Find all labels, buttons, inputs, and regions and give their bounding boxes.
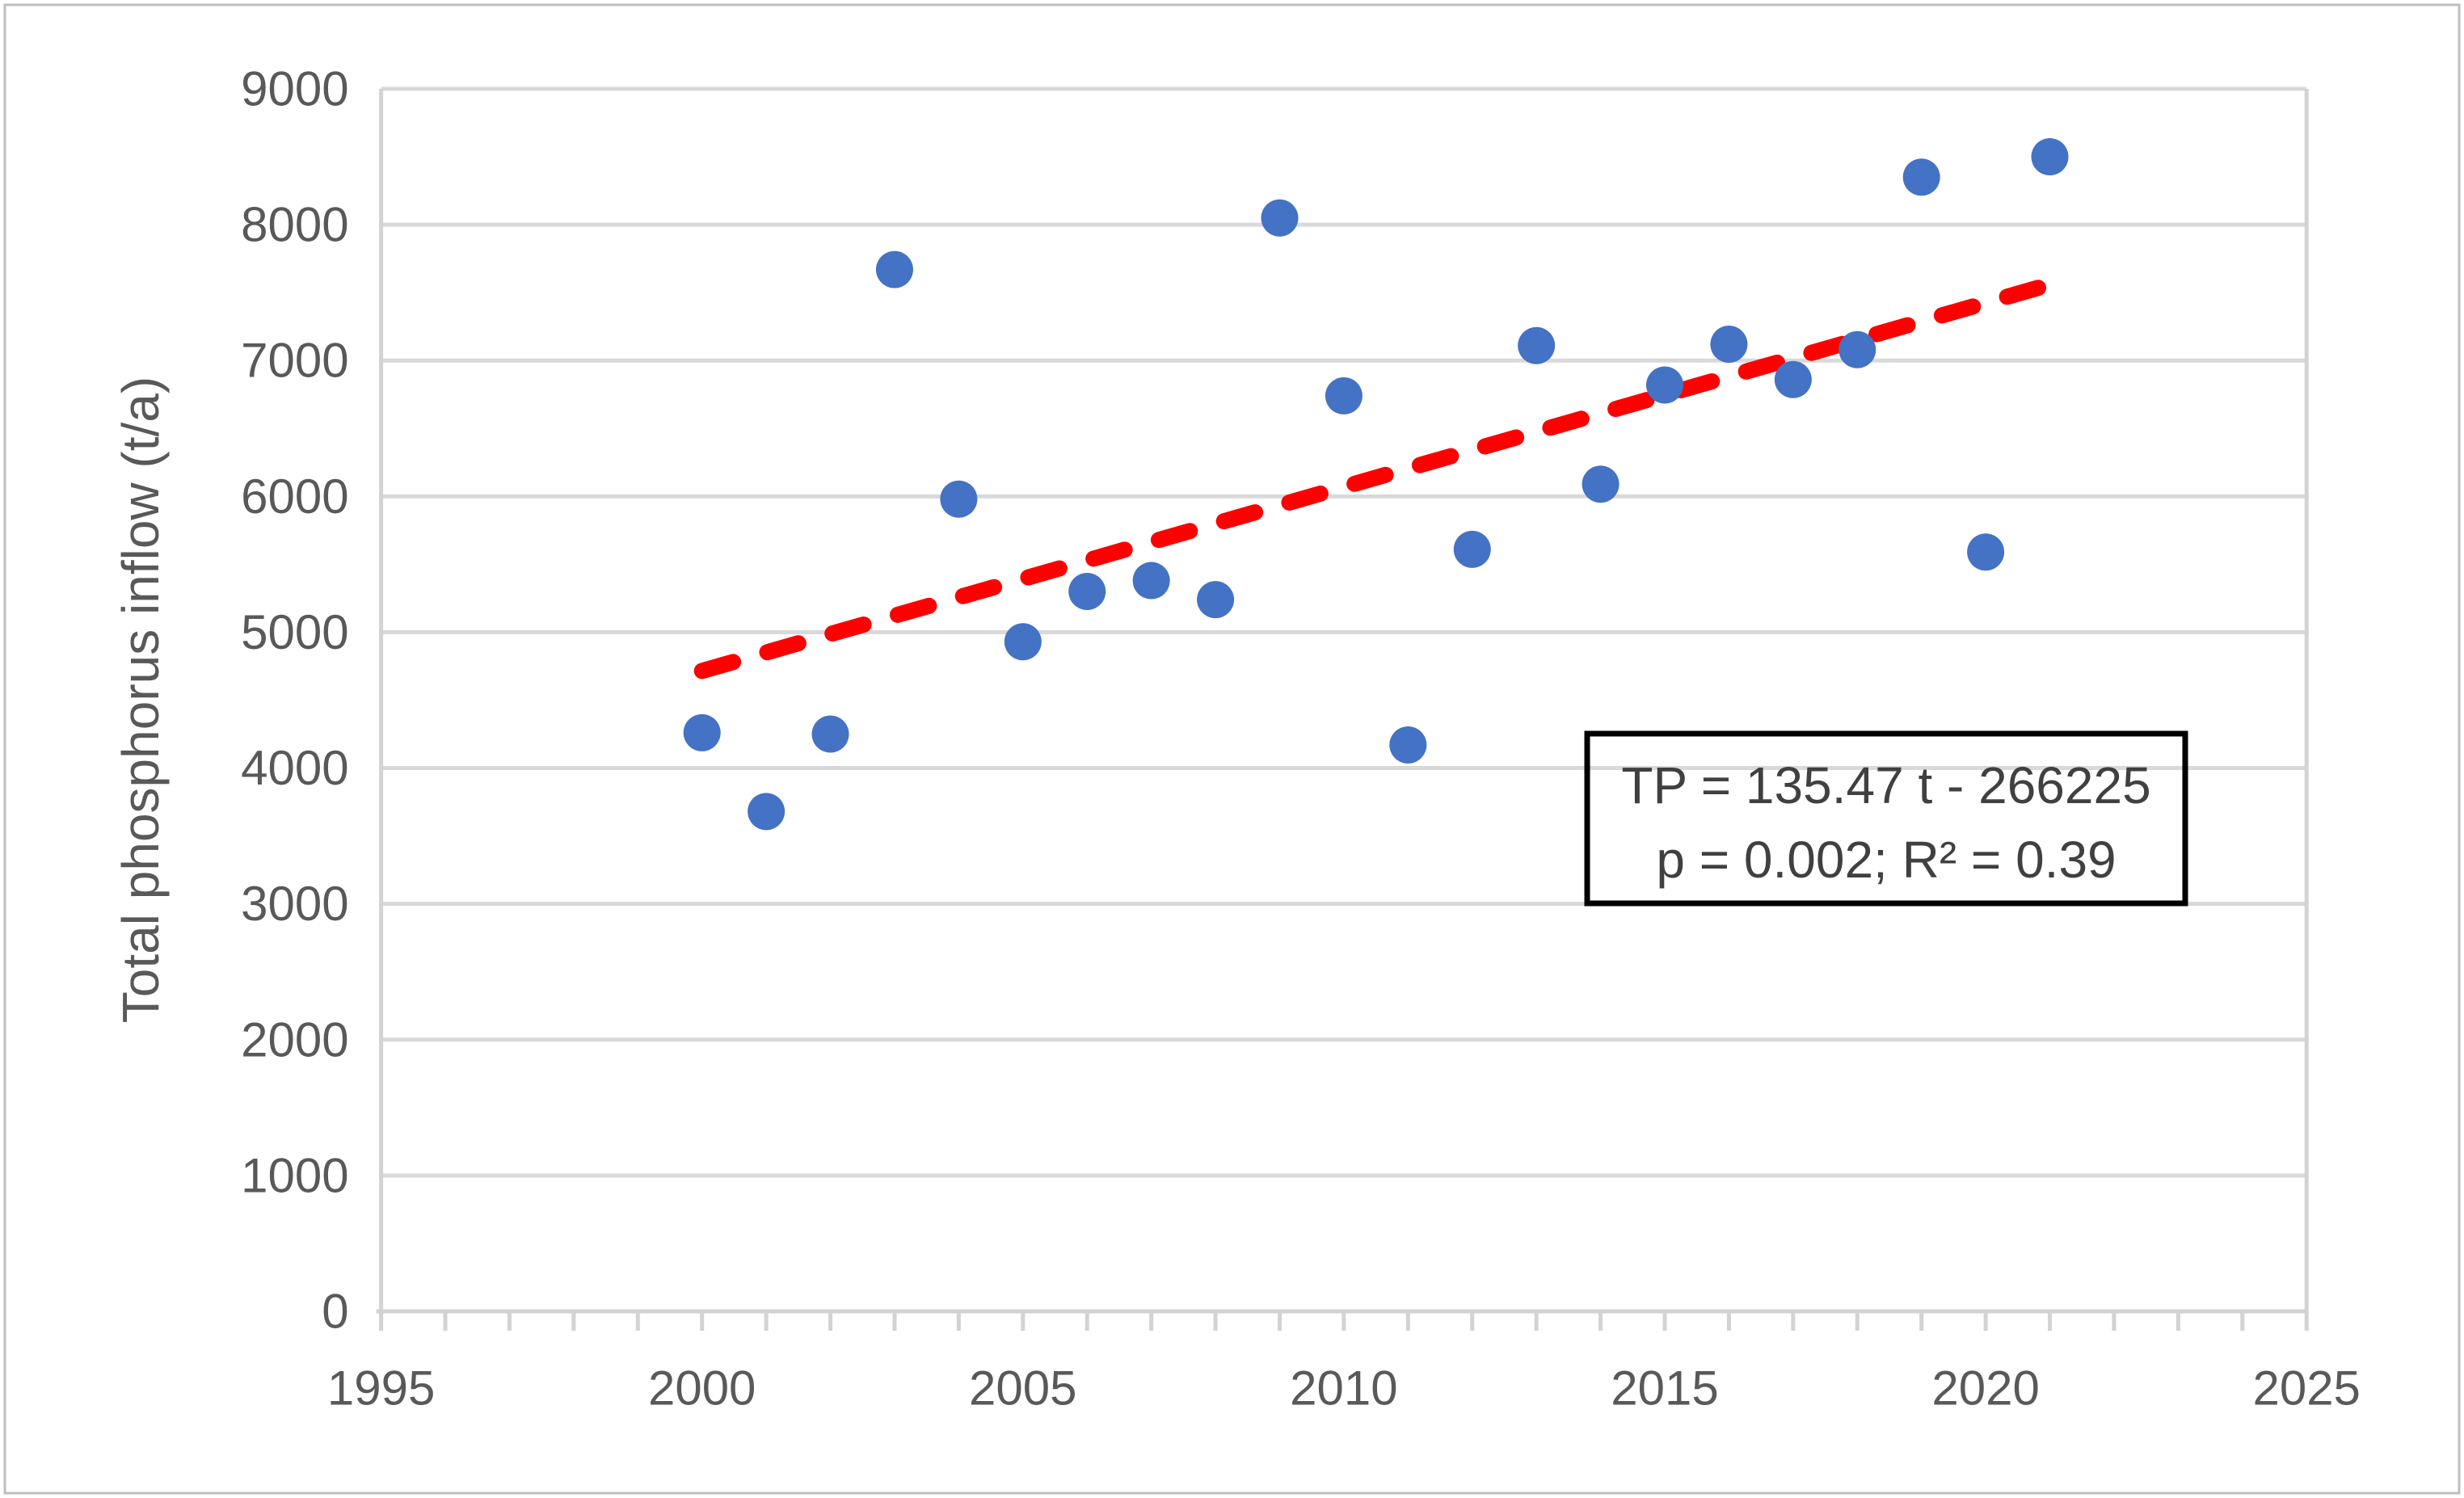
y-tick-label-2000: 2000: [241, 1012, 348, 1067]
data-point-2015: [1646, 366, 1683, 404]
x-tick-label-2015: 2015: [1611, 1361, 1718, 1416]
y-tick-label-4000: 4000: [241, 741, 348, 795]
data-point-2008: [1197, 581, 1235, 619]
data-point-2014: [1582, 465, 1620, 503]
data-point-2003: [875, 250, 913, 288]
annotation-box: [1584, 730, 2188, 907]
data-point-2005: [1004, 623, 1042, 661]
x-tick-label-2010: 2010: [1290, 1361, 1397, 1416]
data-point-2006: [1068, 573, 1106, 611]
regression-annotation: TP = 135.47 t - 266225 p = 0.002; R² = 0…: [1584, 730, 2188, 907]
data-point-2004: [940, 480, 978, 518]
x-tick-label-2025: 2025: [2252, 1361, 2360, 1416]
y-axis-title: Total phosphorus inflow (t/a): [112, 377, 170, 1023]
x-tick-label-2000: 2000: [648, 1361, 756, 1416]
data-point-2017: [1774, 360, 1812, 398]
gridlines-layer: [381, 86, 2307, 1178]
data-point-2011: [1389, 726, 1427, 764]
y-tick-label-1000: 1000: [241, 1148, 348, 1202]
y-tick-label-8000: 8000: [241, 198, 348, 252]
data-point-2007: [1132, 562, 1170, 600]
y-tick-label-7000: 7000: [241, 334, 348, 388]
data-point-2010: [1325, 377, 1363, 414]
y-tick-label-3000: 3000: [241, 877, 348, 931]
data-points-layer: [683, 138, 2069, 831]
data-point-2009: [1261, 199, 1299, 237]
x-tick-label-1995: 1995: [327, 1361, 435, 1416]
annotation-equation: TP = 135.47 t - 266225: [1621, 756, 2150, 814]
data-point-2002: [811, 715, 849, 753]
data-point-2016: [1710, 326, 1748, 364]
data-point-2012: [1453, 530, 1491, 568]
trendline-layer: [693, 276, 2058, 680]
figure-border: [3, 3, 2461, 1495]
data-point-2001: [748, 793, 786, 831]
data-point-2013: [1518, 326, 1556, 364]
data-point-2020: [1967, 533, 2005, 571]
trend-line: [693, 276, 2058, 680]
data-point-2000: [683, 713, 721, 751]
y-tick-label-5000: 5000: [241, 605, 348, 659]
y-tick-label-0: 0: [322, 1285, 348, 1339]
tick-labels-layer: 1995 2000 2005 2010 2015 2020 2025 0 1000 2000 300…: [241, 62, 2361, 1416]
y-tick-label-9000: 9000: [241, 62, 348, 116]
x-tick-label-2020: 2020: [1931, 1361, 2039, 1416]
data-point-2018: [1839, 330, 1876, 368]
data-point-2021: [2031, 138, 2069, 176]
axes-layer: [376, 89, 2309, 1331]
data-point-2019: [1902, 158, 1940, 196]
annotation-stats: p = 0.002; R² = 0.39: [1656, 831, 2116, 889]
y-tick-label-6000: 6000: [241, 469, 348, 524]
x-tick-label-2005: 2005: [969, 1361, 1076, 1416]
